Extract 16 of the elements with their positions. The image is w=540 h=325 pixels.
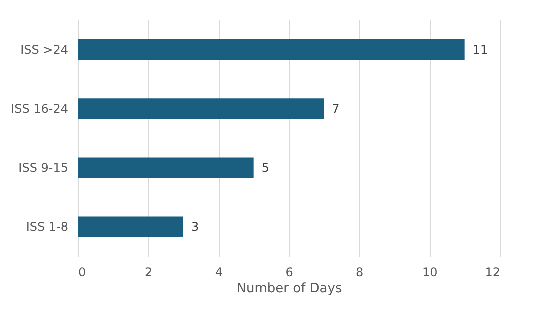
y-tick-label: ISS 16-24: [11, 102, 68, 116]
y-tick-label: ISS 1-8: [26, 220, 68, 234]
x-axis-title: Number of Days: [236, 282, 342, 296]
x-tick-label: 10: [422, 266, 438, 280]
data-label: 5: [262, 161, 270, 176]
x-tick-label: 4: [215, 266, 223, 280]
x-tick-label: 12: [485, 266, 500, 280]
y-tick-label: ISS >24: [20, 42, 68, 57]
x-tick-label: 2: [145, 266, 153, 280]
x-tick-label: 0: [78, 266, 86, 280]
x-tick-label: 8: [356, 266, 364, 280]
data-label: 3: [192, 220, 200, 234]
x-tick-label: 6: [286, 266, 294, 280]
data-label: 7: [332, 102, 340, 116]
data-label: 11: [472, 42, 488, 57]
y-tick-label: ISS 9-15: [18, 161, 68, 176]
